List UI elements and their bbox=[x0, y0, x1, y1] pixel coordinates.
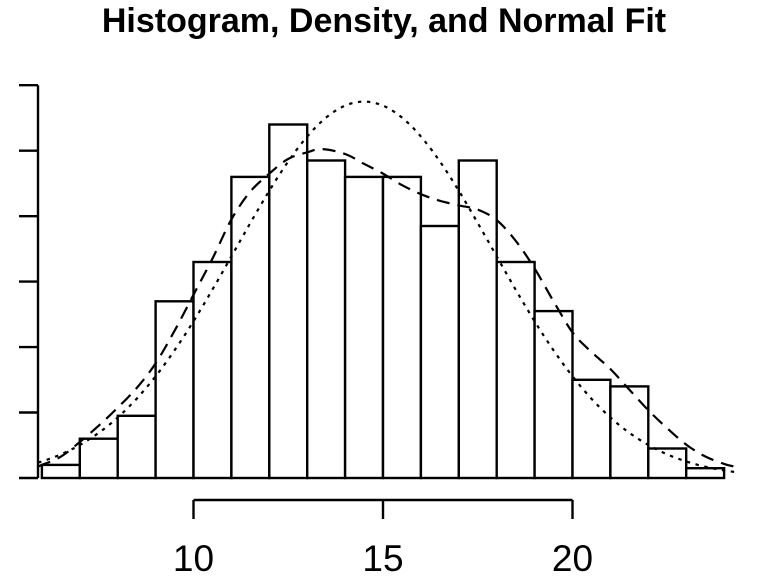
histogram-bar bbox=[647, 447, 688, 480]
histogram-bar bbox=[609, 385, 650, 480]
normal-fit-curve bbox=[37, 100, 736, 474]
histogram-bar bbox=[78, 437, 119, 480]
histogram-bar bbox=[343, 175, 385, 480]
histogram-bar bbox=[230, 175, 271, 480]
histogram-bar bbox=[533, 309, 574, 480]
curves bbox=[37, 100, 740, 474]
histogram-bar bbox=[40, 463, 82, 480]
x-tick-label: 15 bbox=[362, 538, 403, 576]
chart-title: Histogram, Density, and Normal Fit bbox=[102, 2, 666, 40]
histogram-bar bbox=[419, 224, 460, 480]
histogram-bar bbox=[192, 260, 233, 480]
axes bbox=[19, 83, 574, 519]
histogram-bar bbox=[571, 378, 612, 480]
histogram-bar bbox=[457, 159, 498, 480]
histogram-bar bbox=[154, 300, 195, 480]
histogram-bar bbox=[495, 260, 536, 480]
histogram-bar bbox=[685, 467, 726, 480]
density-curve bbox=[37, 147, 740, 469]
histogram-bar bbox=[116, 414, 157, 480]
histogram-bar bbox=[381, 175, 423, 480]
histogram-bar bbox=[268, 123, 309, 480]
x-tick-labels: 10 15 20 bbox=[173, 538, 593, 576]
x-tick-label: 20 bbox=[552, 538, 593, 576]
histogram-bar bbox=[306, 159, 347, 480]
x-tick-label: 10 bbox=[173, 538, 214, 576]
histogram-bars bbox=[40, 123, 726, 480]
